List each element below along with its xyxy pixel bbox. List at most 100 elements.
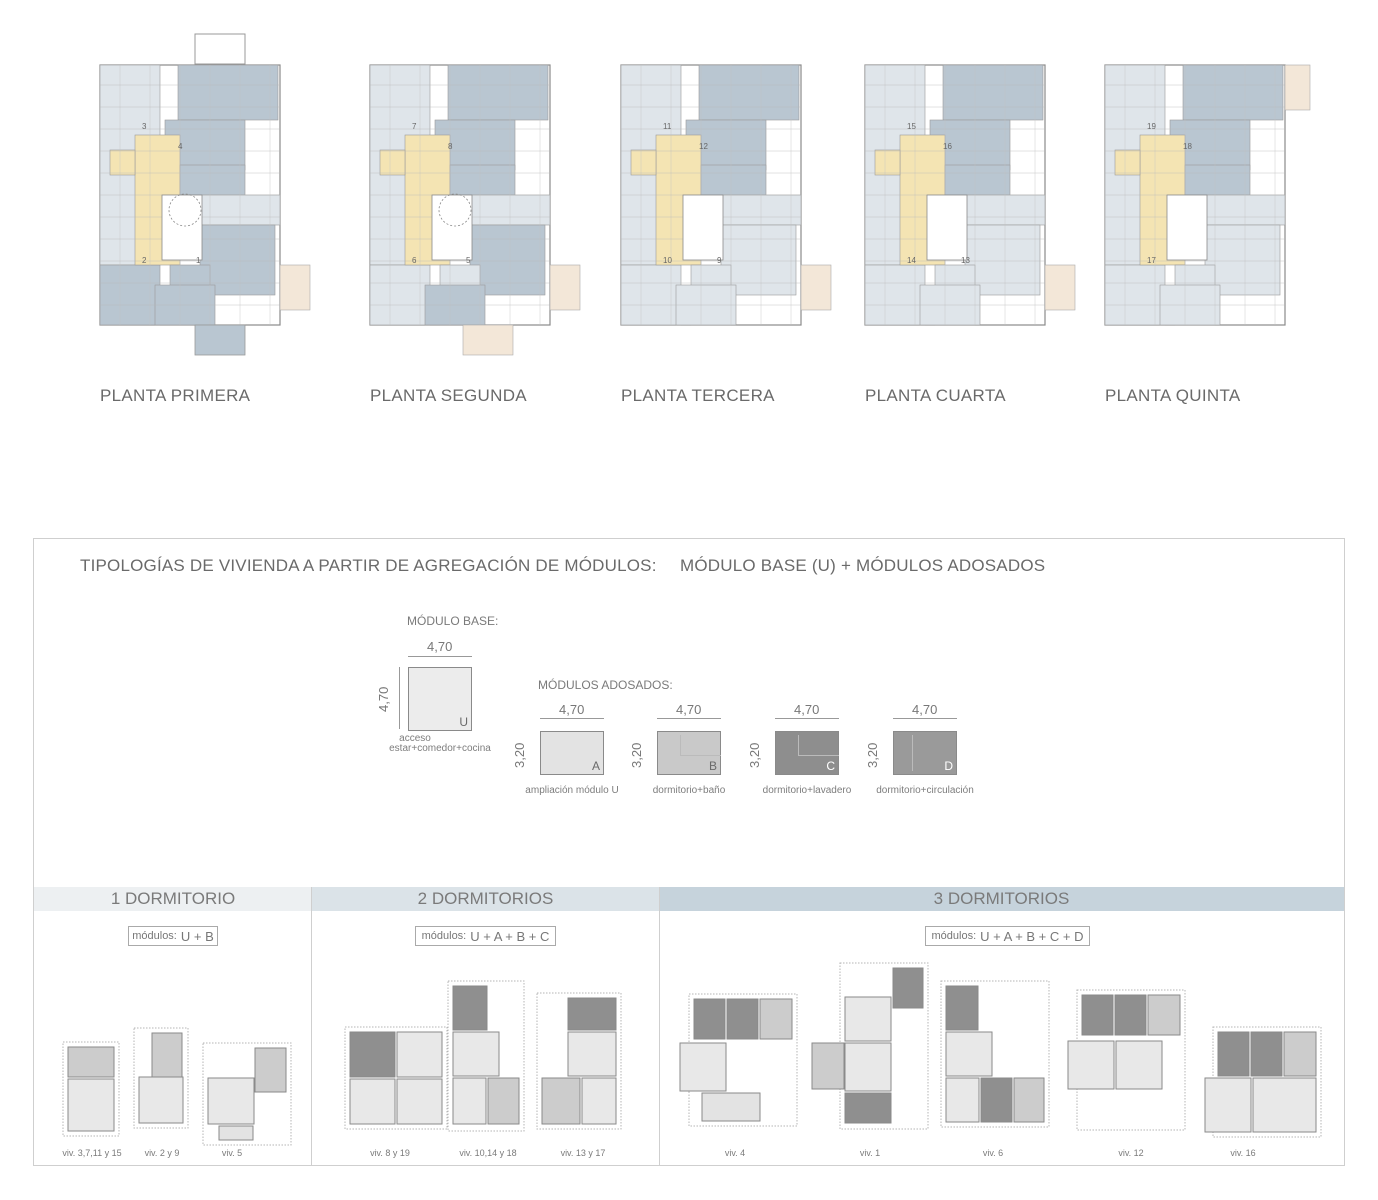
band-3-dormitorios: 3 DORMITORIOS (659, 887, 1344, 911)
plan-courtyard (926, 194, 968, 261)
typology-module (726, 998, 759, 1040)
viv-label: viv. 6 (982, 1148, 1004, 1158)
typology-outline (940, 980, 1050, 1128)
plan-unit-number: 18 (1183, 142, 1192, 151)
plan-unit-number: 19 (1147, 122, 1156, 131)
plan-room (109, 149, 136, 176)
typology-outline (536, 992, 622, 1130)
plan-room (700, 164, 767, 196)
typology-module (1147, 994, 1181, 1036)
typology-module (693, 998, 726, 1040)
typology-module (679, 1042, 727, 1092)
typology-module (844, 1042, 892, 1092)
typology-module (1217, 1031, 1250, 1077)
typology-module (567, 997, 617, 1031)
plan-room (964, 224, 1041, 296)
plan-courtyard (682, 194, 724, 261)
module-caption: dormitorio+lavadero (762, 785, 852, 796)
plan-unit-number: 12 (699, 142, 708, 151)
typology-module (567, 1031, 617, 1077)
module-inner-wall (798, 735, 839, 756)
typology-module (541, 1077, 581, 1125)
typologies-panel (33, 538, 1345, 1166)
base-height-line (399, 667, 400, 729)
adosados-label: MÓDULOS ADOSADOS: (538, 678, 673, 692)
modules-box-2: módulos: U + A + B + C (415, 926, 556, 946)
module-letter: D (944, 759, 953, 773)
plan-label-quinta: PLANTA QUINTA (1105, 386, 1241, 405)
typology-module (1114, 994, 1147, 1036)
typology-module (67, 1046, 115, 1078)
plan-room (177, 64, 279, 121)
typology-module (1252, 1077, 1317, 1133)
plan-label-segunda: PLANTA SEGUNDA (370, 386, 527, 405)
viv-label: viv. 16 (1230, 1148, 1256, 1158)
plan-unit-number: 9 (717, 256, 722, 265)
plan-unit-number: 7 (412, 122, 417, 131)
plan-room (720, 224, 797, 296)
base-caption-acceso: acceso (399, 733, 431, 744)
module-width-line (775, 718, 839, 719)
plan-terrace (800, 264, 832, 311)
plan-courtyard (1166, 194, 1208, 261)
typology-module (811, 1042, 845, 1090)
plan-room (630, 149, 657, 176)
typology-module (218, 1125, 254, 1141)
plan-turning-circle (168, 193, 202, 227)
band-2-dormitorios: 2 DORMITORIOS (312, 887, 659, 911)
modules-box-1: módulos: U + B (128, 926, 218, 946)
viv-label: viv. 8 y 19 (370, 1148, 410, 1158)
plan-courtyard (431, 194, 473, 261)
plan-room (447, 64, 549, 121)
module-width-dim: 4,70 (676, 702, 702, 717)
plan-label-tercera: PLANTA TERCERA (621, 386, 775, 405)
plan-room (199, 224, 276, 296)
viv-label: viv. 10,14 y 18 (459, 1148, 517, 1158)
typology-module (701, 1092, 761, 1122)
plan-room (469, 224, 546, 296)
typology-module (1204, 1077, 1252, 1133)
typology-module (945, 985, 979, 1031)
module-width-dim: 4,70 (559, 702, 585, 717)
typology-module (349, 1031, 396, 1078)
typology-module (452, 985, 488, 1031)
typology-module (67, 1078, 115, 1132)
plan-room (944, 164, 1011, 196)
typology-module (151, 1032, 183, 1078)
typology-module (945, 1031, 993, 1077)
typology-module (844, 996, 892, 1042)
plan-terrace (549, 264, 581, 311)
plan-terrace (1044, 264, 1076, 311)
modules-box-1-text: U + B (180, 928, 214, 944)
typology-module (1115, 1040, 1163, 1090)
module-caption: dormitorio+baño (652, 785, 726, 796)
viv-label: viv. 4 (724, 1148, 746, 1158)
plan-room (449, 164, 516, 196)
typology-module (980, 1077, 1013, 1123)
typology-module (487, 1077, 520, 1125)
plan-room (1114, 149, 1141, 176)
module-inner-wall (680, 735, 721, 756)
plan-label-cuarta: PLANTA CUARTA (865, 386, 1006, 405)
plan-unit-number: 11 (663, 122, 672, 131)
typology-module (349, 1078, 396, 1125)
module-letter: C (826, 759, 835, 773)
plan-unit-number: 8 (448, 142, 453, 151)
plan-unit-number: 4 (178, 142, 183, 151)
base-caption-estar: estar+comedor+cocina (389, 743, 491, 754)
plan-label-primera: PLANTA PRIMERA (100, 386, 251, 405)
module-letter: B (708, 759, 717, 773)
plan-bottom-extension (194, 324, 246, 356)
viv-label: viv. 12 (1118, 1148, 1144, 1158)
typologies-title: TIPOLOGÍAS DE VIVIENDA A PARTIR DE AGREG… (80, 556, 657, 575)
typology-outline (202, 1042, 292, 1146)
plan-unit-number: 10 (663, 256, 672, 265)
typology-module (1081, 994, 1114, 1036)
viv-label: viv. 1 (859, 1148, 881, 1158)
plan-room (1204, 224, 1281, 296)
typology-outline (839, 962, 929, 1130)
modules-box-2-text: U + A + B + C (470, 928, 550, 944)
typology-module (138, 1076, 184, 1124)
typology-module (396, 1078, 443, 1125)
